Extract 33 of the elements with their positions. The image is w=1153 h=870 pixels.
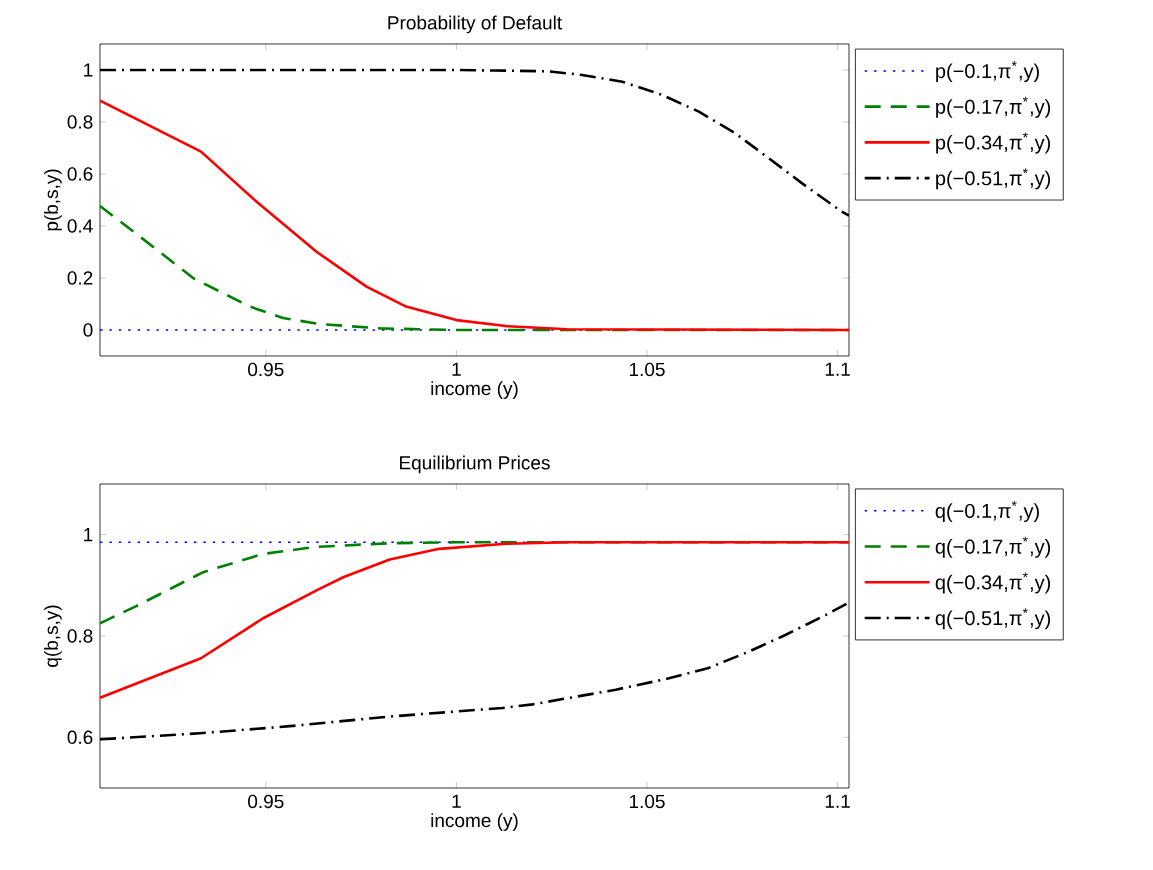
legend-label: p(−0.17,π$^{*}$,y) bbox=[936, 96, 1051, 118]
legend-label: q(−0.17,π$^{*}$,y) bbox=[935, 536, 1051, 558]
legend-label: p(−0.1,π$^{*}$,y) bbox=[936, 61, 1039, 83]
y-tick-label: 0.6 bbox=[67, 167, 93, 181]
y-tick-label: 0 bbox=[83, 323, 93, 337]
x-tick-label: 1.1 bbox=[825, 362, 850, 376]
line-series bbox=[100, 540, 849, 700]
y-tick-label: 0.6 bbox=[67, 730, 93, 745]
y-tick-label: 0.2 bbox=[67, 271, 93, 285]
x-tick-label: 1 bbox=[452, 362, 461, 376]
chart-title: Probability of Default bbox=[388, 15, 562, 34]
y-tick-label: 1 bbox=[84, 528, 93, 542]
legend-label: q(−0.1,π$^{*}$,y) bbox=[935, 500, 1039, 522]
y-tick-label: 1 bbox=[84, 63, 93, 77]
x-tick-label: 1.1 bbox=[825, 794, 850, 808]
x-axis-title: income (y) bbox=[431, 813, 518, 831]
y-tick-label: 0.4 bbox=[67, 219, 93, 233]
x-tick-label: 0.95 bbox=[248, 362, 284, 377]
x-tick-label: 0.95 bbox=[248, 794, 284, 809]
x-tick-label: 1.05 bbox=[629, 362, 665, 377]
y-axis-title: q(b,s,y) bbox=[44, 605, 62, 667]
legend-label: p(−0.34,π$^{*}$,y) bbox=[936, 132, 1051, 154]
x-tick-label: 1.05 bbox=[629, 794, 665, 809]
line-series bbox=[100, 99, 849, 332]
y-tick-label: 0.8 bbox=[67, 629, 93, 643]
x-axis-title: income (y) bbox=[431, 381, 518, 399]
legend-label: p(−0.51,π$^{*}$,y) bbox=[936, 168, 1051, 190]
chart-title: Equilibrium Prices bbox=[400, 455, 550, 474]
y-axis-title: p(b,s,y) bbox=[44, 169, 62, 231]
legend-label: q(−0.34,π$^{*}$,y) bbox=[935, 572, 1051, 594]
y-tick-label: 0.8 bbox=[67, 115, 93, 129]
legend-label: q(−0.51,π$^{*}$,y) bbox=[935, 608, 1051, 630]
x-tick-label: 1 bbox=[452, 794, 461, 808]
